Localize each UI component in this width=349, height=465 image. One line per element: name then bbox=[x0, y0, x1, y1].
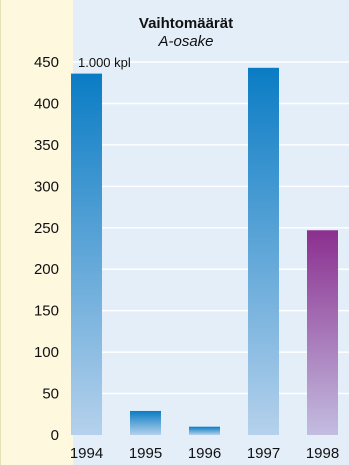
y-tick-label-300: 300 bbox=[34, 178, 59, 195]
bar-1995 bbox=[130, 410, 161, 435]
y-tick-labels: 0 50 100 150 200 250 300 350 400 450 bbox=[34, 54, 59, 444]
chart-title: Vaihtomäärät bbox=[139, 15, 233, 32]
y-tick-label-150: 150 bbox=[34, 303, 59, 320]
bar-1997 bbox=[248, 67, 279, 436]
y-tick-label-450: 450 bbox=[34, 54, 59, 71]
x-tick-label-1996: 1996 bbox=[188, 445, 221, 462]
x-tick-label-1994: 1994 bbox=[70, 445, 103, 462]
plot-area bbox=[73, 0, 349, 465]
y-tick-label-200: 200 bbox=[34, 261, 59, 278]
unit-label: 1.000 kpl bbox=[78, 55, 131, 70]
x-tick-labels: 1994 1995 1996 1997 1998 bbox=[70, 445, 339, 462]
bar-1996 bbox=[189, 426, 220, 435]
gridlines bbox=[73, 61, 349, 395]
y-tick-label-50: 50 bbox=[42, 386, 59, 403]
y-tick-label-400: 400 bbox=[34, 95, 59, 112]
bar-1998 bbox=[307, 230, 338, 435]
y-tick-label-0: 0 bbox=[51, 427, 59, 444]
x-tick-label-1995: 1995 bbox=[129, 445, 162, 462]
y-tick-label-250: 250 bbox=[34, 220, 59, 237]
x-tick-label-1997: 1997 bbox=[247, 445, 280, 462]
y-tick-label-100: 100 bbox=[34, 344, 59, 361]
chart-subtitle: A-osake bbox=[157, 33, 213, 50]
y-tick-label-350: 350 bbox=[34, 137, 59, 154]
bar-1994 bbox=[71, 73, 102, 436]
bars bbox=[71, 67, 338, 436]
x-tick-label-1998: 1998 bbox=[306, 445, 339, 462]
